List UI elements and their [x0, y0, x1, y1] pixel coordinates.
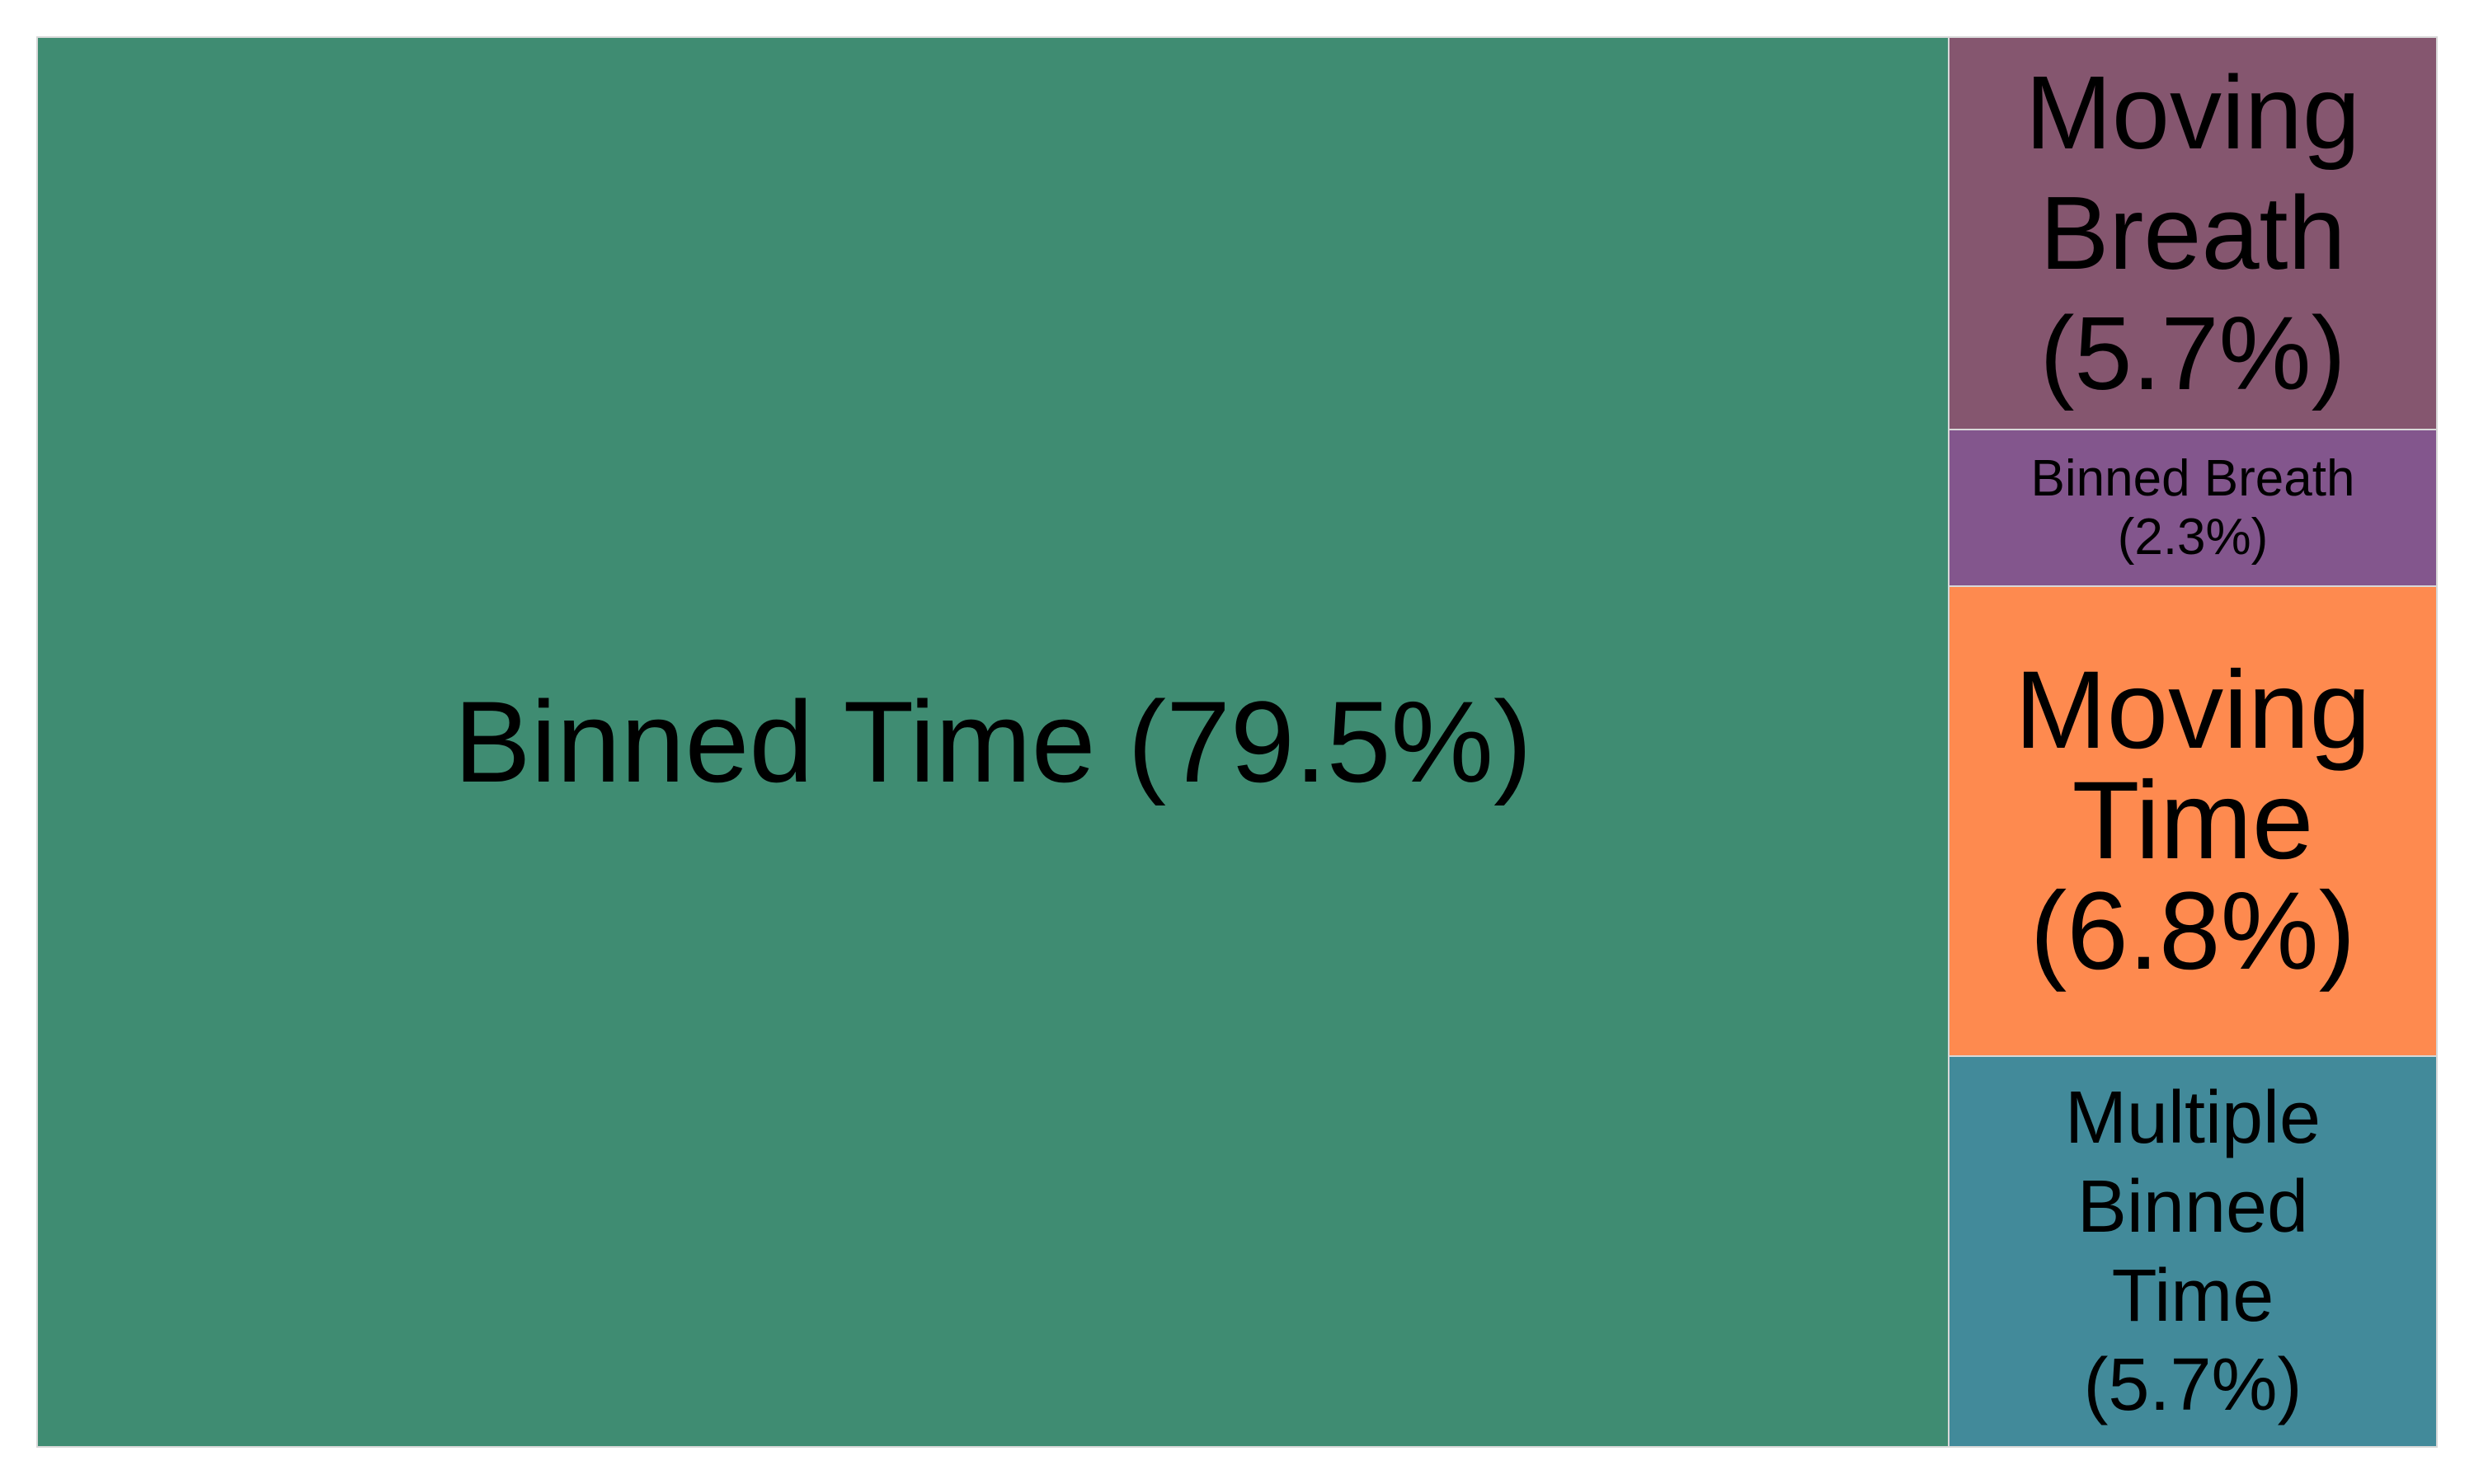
- tile-label-binned-time: Binned Time (79.5%): [454, 679, 1531, 804]
- tile-label-multiple-binned-time: Multiple Binned Time (5.7%): [2065, 1073, 2321, 1430]
- treemap-tile-binned-breath: Binned Breath (2.3%): [1948, 429, 2438, 587]
- treemap-tile-moving-time: Moving Time (6.8%): [1948, 585, 2438, 1057]
- tile-label-moving-time: Moving Time (6.8%): [2015, 655, 2371, 987]
- treemap-tile-moving-breath: Moving Breath (5.7%): [1948, 36, 2438, 430]
- tile-label-binned-breath: Binned Breath (2.3%): [2031, 449, 2355, 567]
- treemap-tile-multiple-binned-time: Multiple Binned Time (5.7%): [1948, 1055, 2438, 1448]
- tile-label-moving-breath: Moving Breath (5.7%): [2025, 53, 2360, 414]
- treemap-tile-binned-time: Binned Time (79.5%): [36, 36, 1950, 1448]
